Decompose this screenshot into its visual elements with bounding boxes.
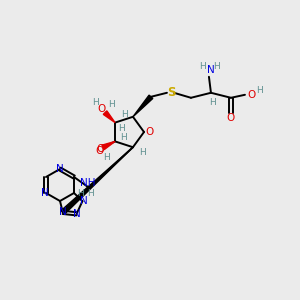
Text: N: N [80, 196, 87, 206]
Text: H: H [103, 153, 110, 162]
Polygon shape [103, 111, 115, 123]
Text: H: H [108, 100, 114, 109]
Text: N: N [56, 164, 64, 174]
Polygon shape [61, 147, 133, 214]
Text: S: S [167, 86, 175, 99]
Text: N: N [59, 207, 67, 218]
Text: O: O [97, 103, 105, 114]
Text: H: H [88, 190, 94, 199]
Text: O: O [145, 127, 153, 137]
Text: H: H [140, 148, 146, 157]
Text: H: H [122, 110, 128, 119]
Text: N: N [207, 65, 215, 75]
Text: NH: NH [80, 178, 96, 188]
Text: N: N [41, 188, 49, 198]
Text: H: H [78, 190, 84, 199]
Text: H: H [200, 62, 206, 71]
Text: H: H [120, 133, 126, 142]
Text: H: H [92, 98, 98, 107]
Text: N: N [73, 209, 80, 219]
Text: O: O [248, 90, 256, 100]
Text: H: H [210, 98, 216, 107]
Text: H: H [214, 62, 220, 71]
Text: O: O [227, 113, 235, 123]
Text: H: H [256, 86, 263, 95]
Text: H: H [118, 124, 124, 133]
Polygon shape [102, 141, 115, 150]
Polygon shape [133, 95, 153, 117]
Text: O: O [95, 146, 103, 156]
Text: O: O [96, 144, 104, 154]
